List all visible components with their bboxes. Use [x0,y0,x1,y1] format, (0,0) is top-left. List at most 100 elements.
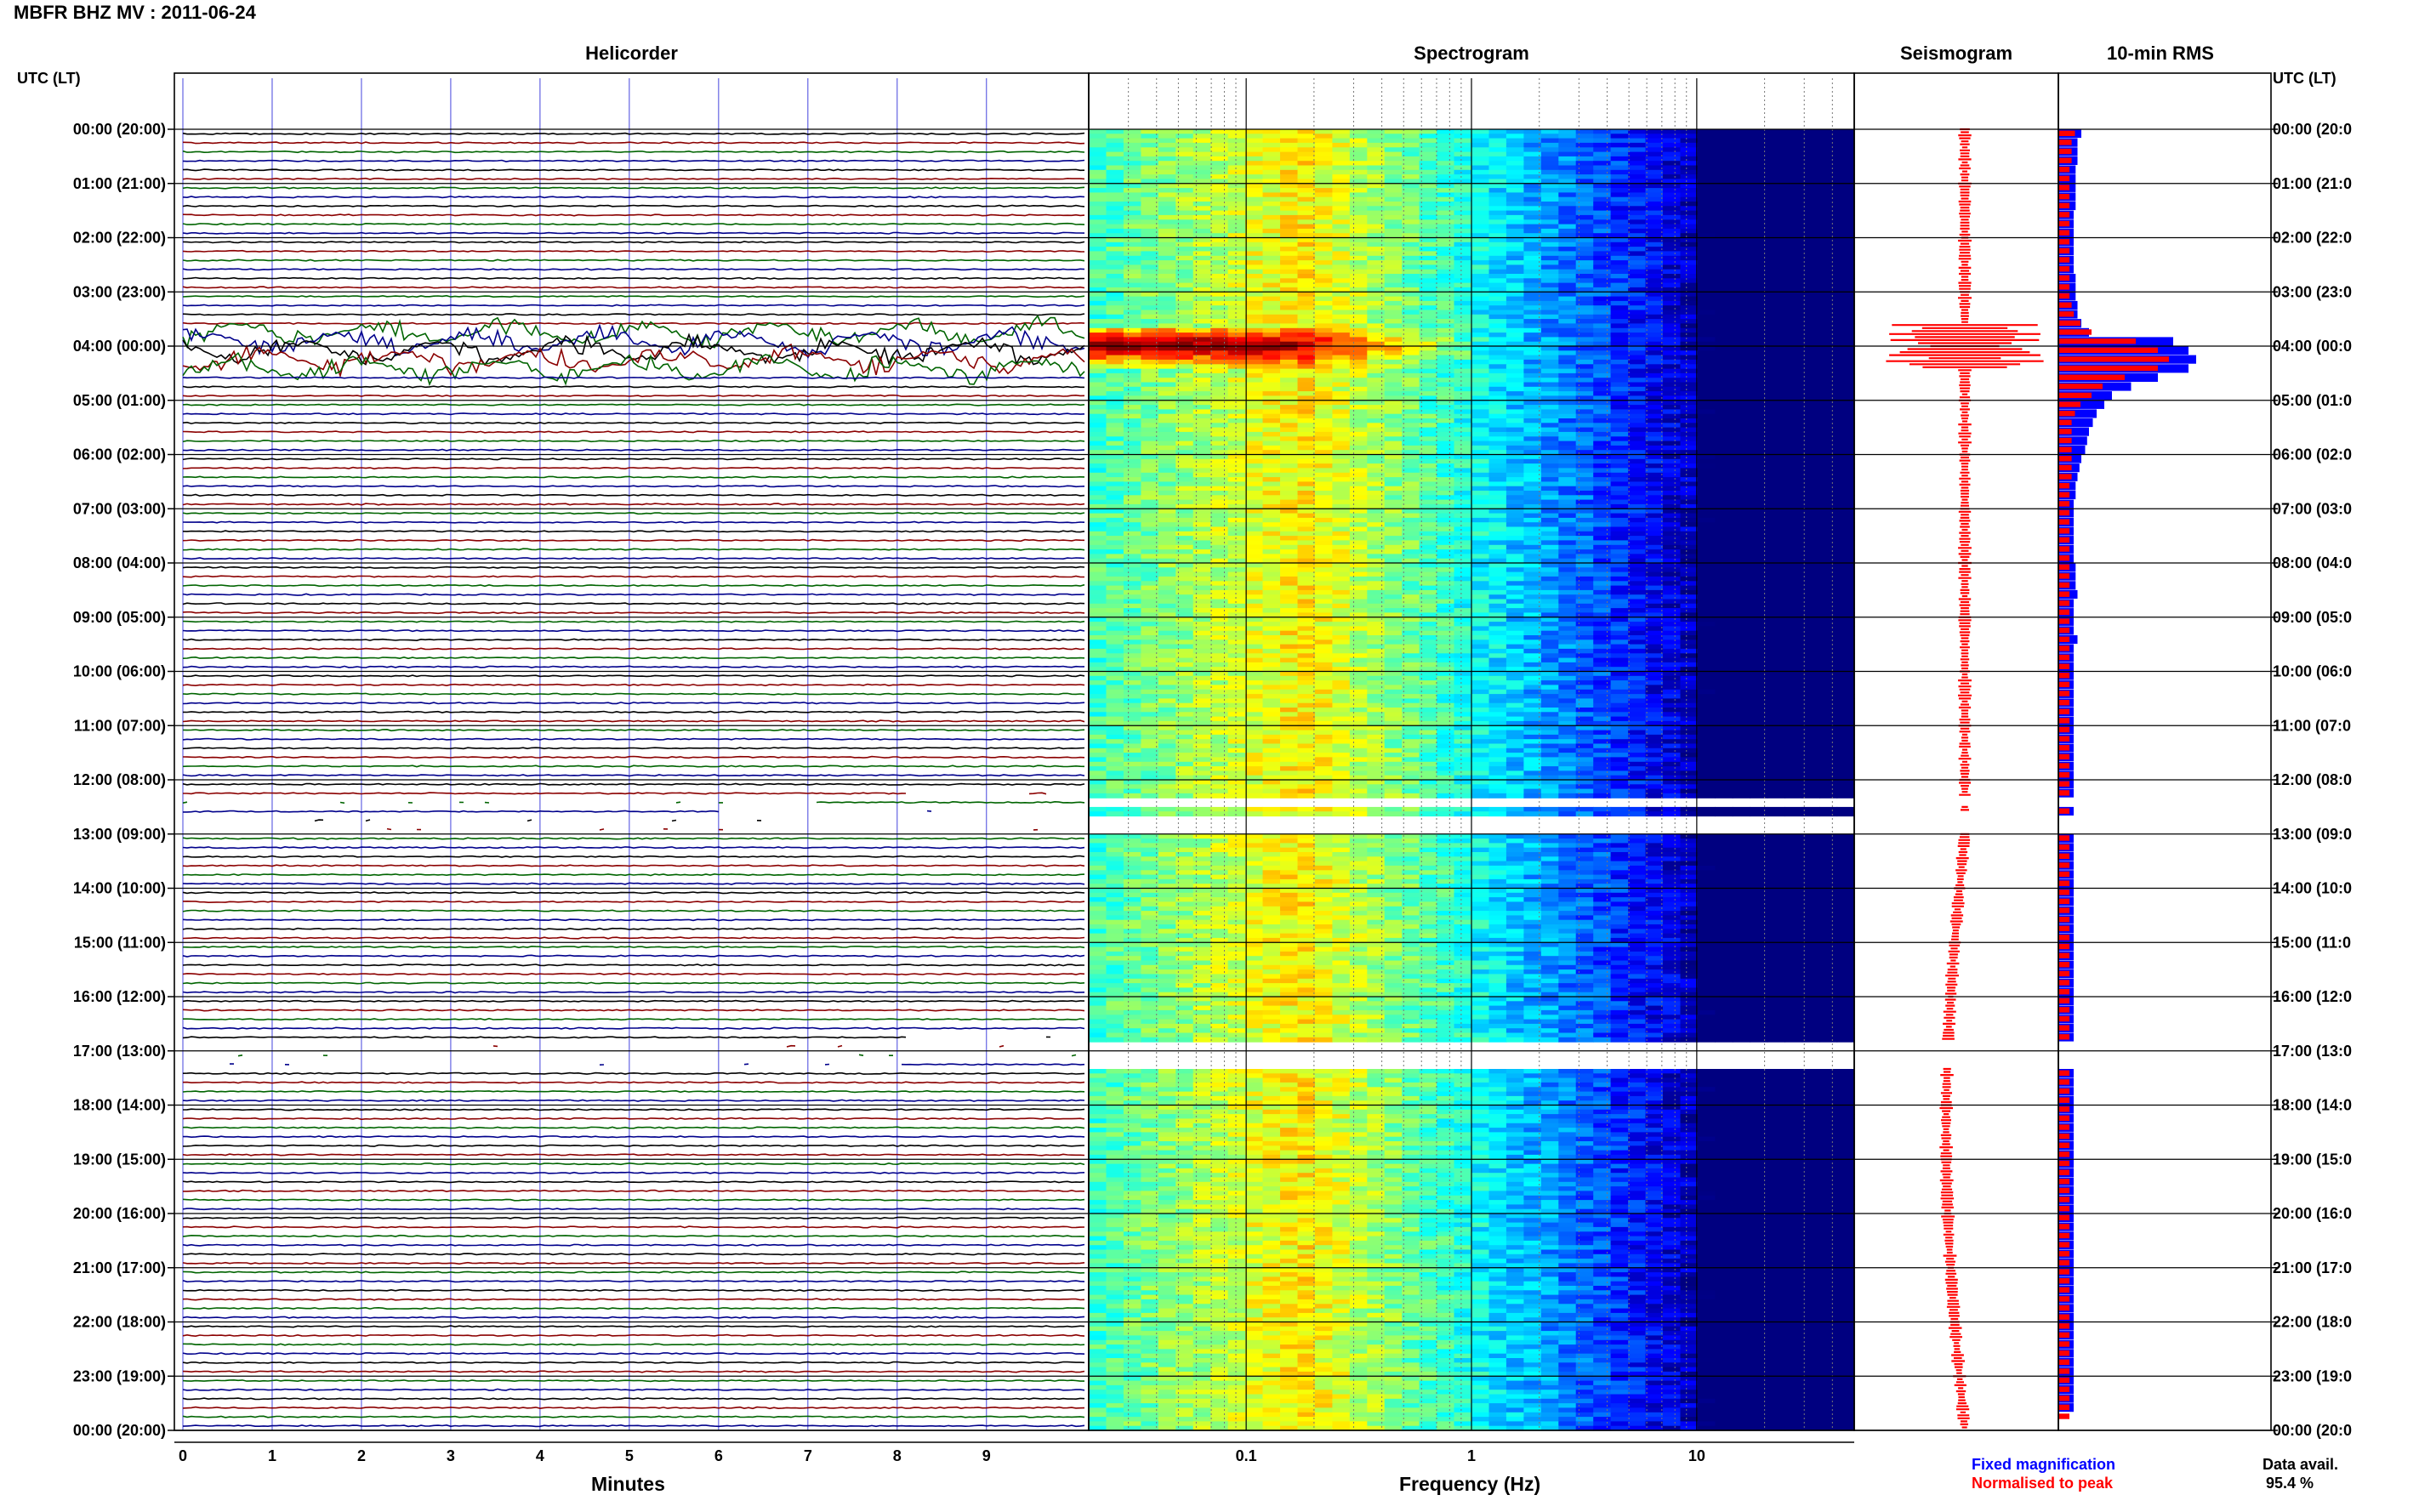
spectrogram-cell [1628,282,1647,288]
spectrogram-cell [1158,147,1176,153]
spectrogram-cell [1523,355,1542,361]
spectrogram-cell [1349,589,1368,595]
spectrogram-cell [1750,536,1768,541]
spectrogram-cell [1367,481,1386,487]
spectrogram-cell [1141,589,1159,595]
spectrogram-cell [1697,612,1716,618]
spectrogram-cell [1280,617,1299,622]
spectrogram-cell [1123,287,1141,293]
spectrogram-cell [1349,138,1368,144]
spectrogram-cell [1245,599,1264,605]
spectrogram-cell [1505,513,1524,519]
spectrogram-cell [1523,617,1542,622]
spectrogram-cell [1123,486,1141,492]
spectrogram-cell [1801,300,1820,306]
spectrogram-cell [1314,635,1333,640]
spectrogram-cell [1384,526,1403,532]
spectrogram-cell [1645,179,1664,185]
spectrogram-cell [1836,617,1855,622]
spectrogram-cell [1697,300,1716,306]
spectrogram-cell [1488,549,1507,554]
spectrogram-cell [1680,156,1699,162]
spectrogram-cell [1750,503,1768,509]
spectrogram-cell [1332,554,1351,560]
spectrogram-cell [1454,554,1472,560]
spectrogram-cell [1697,165,1716,171]
spectrogram-cell [1367,274,1386,279]
spectrogram-cell [1280,169,1299,175]
spectrogram-cell [1575,391,1594,396]
spectrogram-cell [1384,287,1403,293]
spectrogram-cell [1663,499,1682,505]
spectrogram-cell [1367,247,1386,252]
spectrogram-cell [1245,319,1264,324]
spectrogram-cell [1280,463,1299,469]
spectrogram-cell [1663,327,1682,333]
spectrogram-cell [1280,350,1299,356]
spectrogram-cell [1540,585,1559,591]
spectrogram-cell [1089,151,1107,157]
spectrogram-cell [1297,531,1316,537]
spectrogram-cell [1123,350,1141,356]
spectrogram-cell [1454,310,1472,315]
spectrogram-cell [1158,202,1176,207]
spectrogram-cell [1750,151,1768,157]
spectrogram-cell [1645,138,1664,144]
spectrogram-cell [1663,188,1682,193]
spectrogram-cell [1454,255,1472,261]
spectrogram-cell [1349,237,1368,243]
spectrogram-cell [1471,423,1490,429]
spectrogram-cell [1523,544,1542,550]
spectrogram-cell [1192,355,1211,361]
spectrogram-cell [1628,431,1647,437]
spectrogram-cell [1141,333,1159,338]
spectrogram-cell [1540,503,1559,509]
spectrogram-cell [1192,576,1211,582]
spectrogram-cell [1767,427,1785,433]
spectrogram-cell [1192,174,1211,179]
spectrogram-cell [1680,165,1699,171]
spectrogram-cell [1297,337,1316,343]
spectrogram-cell [1314,517,1333,523]
spectrogram-cell [1767,355,1785,361]
spectrogram-cell [1141,522,1159,528]
spectrogram-cell [1558,210,1577,216]
spectrogram-cell [1227,382,1246,388]
spectrogram-cell [1558,522,1577,528]
spectrogram-cell [1192,427,1211,433]
spectrogram-cell [1384,282,1403,288]
spectrogram-cell [1505,224,1524,230]
spectrogram-cell [1297,509,1316,514]
spectrogram-cell [1697,242,1716,247]
spectrogram-cell [1715,378,1733,384]
spectrogram-cell [1819,458,1838,464]
spectrogram-cell [1540,499,1559,505]
spectrogram-cell [1280,549,1299,554]
spectrogram-cell [1245,441,1264,446]
spectrogram-cell [1819,196,1838,202]
spectrogram-cell [1262,603,1281,609]
spectrogram-cell [1158,427,1176,433]
spectrogram-cell [1680,567,1699,573]
spectrogram-cell [1384,391,1403,396]
spectrogram-cell [1558,278,1577,284]
spectrogram-cell [1505,503,1524,509]
spectrogram-cell [1367,296,1386,302]
spectrogram-cell [1123,503,1141,509]
spectrogram-cell [1697,169,1716,175]
spectrogram-cell [1158,156,1176,162]
spectrogram-cell [1836,526,1855,532]
spectrogram-cell [1262,423,1281,429]
spectrogram-cell [1784,355,1803,361]
spectrogram-cell [1784,337,1803,343]
spectrogram-cell [1836,247,1855,252]
spectrogram-cell [1402,558,1420,564]
spectrogram-cell [1732,495,1750,501]
spectrogram-cell [1663,513,1682,519]
spectrogram-cell [1819,350,1838,356]
spectrogram-cell [1454,247,1472,252]
spectrogram-cell [1628,441,1647,446]
spectrogram-cell [1158,350,1176,356]
spectrogram-cell [1454,477,1472,482]
